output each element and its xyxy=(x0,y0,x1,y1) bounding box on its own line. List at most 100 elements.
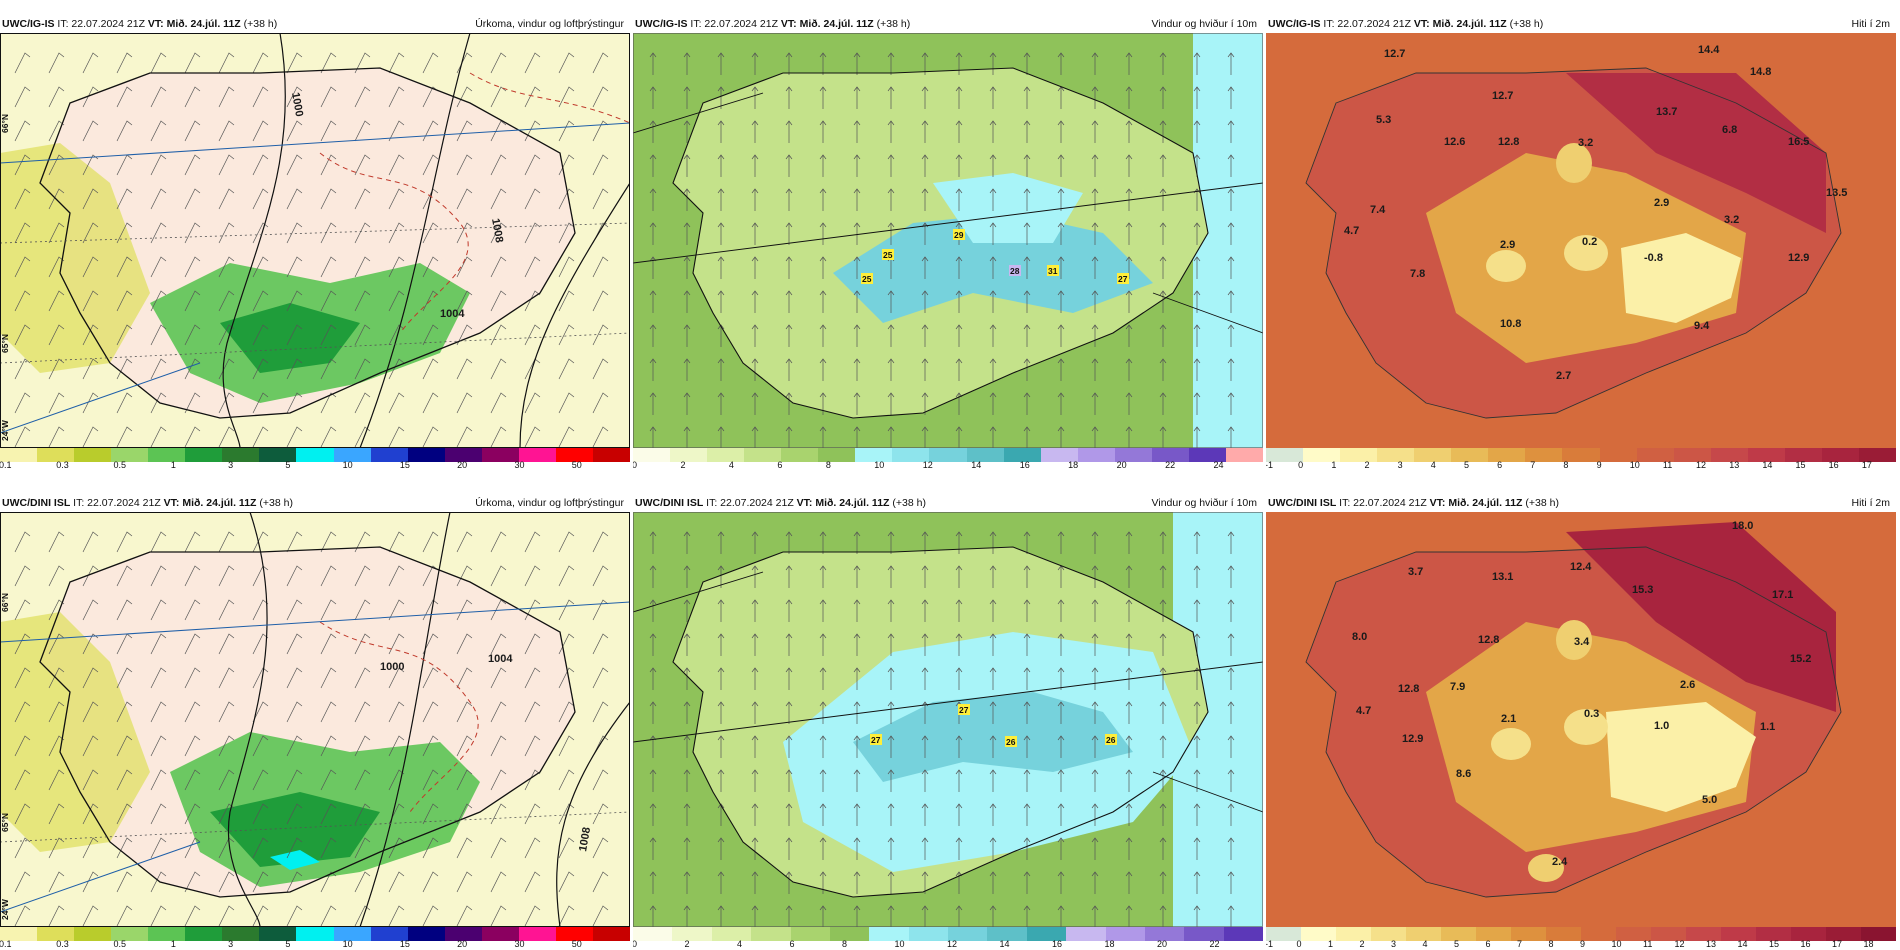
wind-barb xyxy=(116,735,133,757)
wind-arrow xyxy=(683,358,691,381)
colorbar-tick-label: 18 xyxy=(1104,939,1115,947)
wind-barb xyxy=(184,531,201,553)
wind-arrow xyxy=(1193,905,1201,927)
colorbar-swatch xyxy=(751,927,792,941)
wind-barb xyxy=(252,701,269,723)
wind-arrow xyxy=(1227,633,1235,656)
colorbar-tick-label: 0.3 xyxy=(56,460,69,468)
wind-arrow xyxy=(649,871,657,894)
wind-arrow xyxy=(1159,426,1167,448)
wind-barb xyxy=(14,905,31,927)
wind-barb xyxy=(422,120,439,142)
coastline xyxy=(672,546,1209,898)
colorbar-swatch xyxy=(711,927,752,941)
wind-barb xyxy=(320,803,337,825)
wind-barb xyxy=(456,599,473,621)
wind-arrow xyxy=(683,871,691,894)
wind-arrow xyxy=(1091,120,1099,143)
wind-barb xyxy=(252,871,269,893)
wind-barb xyxy=(592,837,609,859)
wind-barb xyxy=(490,837,507,859)
wind-barb xyxy=(286,905,303,927)
wind-arrow xyxy=(989,222,997,245)
wind-barb xyxy=(286,120,303,142)
wind-arrow xyxy=(717,871,725,894)
wind-barb xyxy=(14,565,31,587)
panel-ig-precip: UWC/IG-IS IT: 22.07.2024 21Z VT: Mið. 24… xyxy=(0,15,630,468)
gust-label: 28 xyxy=(1010,266,1020,276)
wind-barb xyxy=(82,120,99,142)
colorbar-swatch xyxy=(1406,927,1441,941)
colorbar-tick-label: 11 xyxy=(1662,460,1673,468)
wind-barb xyxy=(422,701,439,723)
wind-barb xyxy=(388,324,405,346)
wind-barb xyxy=(252,324,269,346)
temperature-value-label: 12.8 xyxy=(1478,634,1499,646)
wind-barb xyxy=(150,188,167,210)
init-time: IT: 22.07.2024 21Z xyxy=(57,18,145,30)
wind-arrow xyxy=(955,531,963,554)
wind-barb xyxy=(48,531,65,553)
wind-barb xyxy=(456,837,473,859)
wind-arrow xyxy=(785,188,793,211)
wind-arrow xyxy=(683,905,691,927)
wind-barb xyxy=(14,633,31,655)
wind-arrow xyxy=(819,86,827,109)
wind-barb xyxy=(490,667,507,689)
wind-arrow xyxy=(955,358,963,381)
wind-arrow xyxy=(1023,324,1031,347)
colorbar-tick-label: 15 xyxy=(399,460,410,468)
wind-arrow xyxy=(1091,426,1099,448)
wind-barb xyxy=(388,256,405,278)
wind-barb xyxy=(354,803,371,825)
colorbar-swatch xyxy=(0,927,38,941)
colorbar-swatch xyxy=(1476,927,1511,941)
wind-barb xyxy=(14,52,31,74)
wind-barb xyxy=(286,154,303,176)
wind-barb xyxy=(48,769,65,791)
colorbar-tick-label: 15 xyxy=(1769,939,1780,947)
lead-time: (+38 h) xyxy=(876,18,911,30)
wind-barb xyxy=(354,599,371,621)
longitude-label: 24°W xyxy=(0,419,10,441)
colorbar-swatch xyxy=(855,448,894,462)
wind-barb xyxy=(388,735,405,757)
wind-barb xyxy=(422,426,439,448)
isobar xyxy=(519,182,630,448)
wind-arrow xyxy=(819,667,827,690)
wind-arrow xyxy=(1193,392,1201,415)
colorbar-swatch xyxy=(148,448,187,462)
temperature-value-label: -0.8 xyxy=(1644,252,1663,264)
wind-barb xyxy=(82,565,99,587)
wind-arrow xyxy=(887,735,895,758)
wind-arrow xyxy=(1023,667,1031,690)
coastline xyxy=(1305,67,1842,419)
wind-barb xyxy=(354,701,371,723)
wind-barb xyxy=(388,871,405,893)
wind-barb xyxy=(456,154,473,176)
wind-arrow xyxy=(1159,358,1167,381)
wind-arrow xyxy=(1091,735,1099,758)
wind-barb xyxy=(184,358,201,380)
wind-barb xyxy=(218,290,235,312)
wind-arrow xyxy=(853,188,861,211)
wind-arrow xyxy=(1023,837,1031,860)
wind-arrow xyxy=(1057,735,1065,758)
wind-arrow xyxy=(921,256,929,279)
longitude-label: 24°W xyxy=(0,898,10,920)
isobar xyxy=(359,33,471,448)
wind-arrow xyxy=(1023,392,1031,415)
wind-barb xyxy=(286,392,303,414)
wind-barb xyxy=(116,256,133,278)
wind-barb xyxy=(116,565,133,587)
wind-arrow xyxy=(1159,392,1167,415)
wind-arrow xyxy=(819,358,827,381)
colorbar-tick-label: 16 xyxy=(1828,460,1839,468)
wind-barb xyxy=(320,735,337,757)
temperature-value-label: 2.1 xyxy=(1501,713,1516,725)
wind-arrow xyxy=(717,531,725,554)
colorbar-swatch xyxy=(744,448,783,462)
temperature-labels: 18.0 3.7 13.1 12.4 15.3 17.1 8.0 12.8 3.4 15.2 12.… xyxy=(1352,520,1811,868)
wind-arrow xyxy=(1159,531,1167,554)
colorbar-swatch xyxy=(592,927,630,941)
